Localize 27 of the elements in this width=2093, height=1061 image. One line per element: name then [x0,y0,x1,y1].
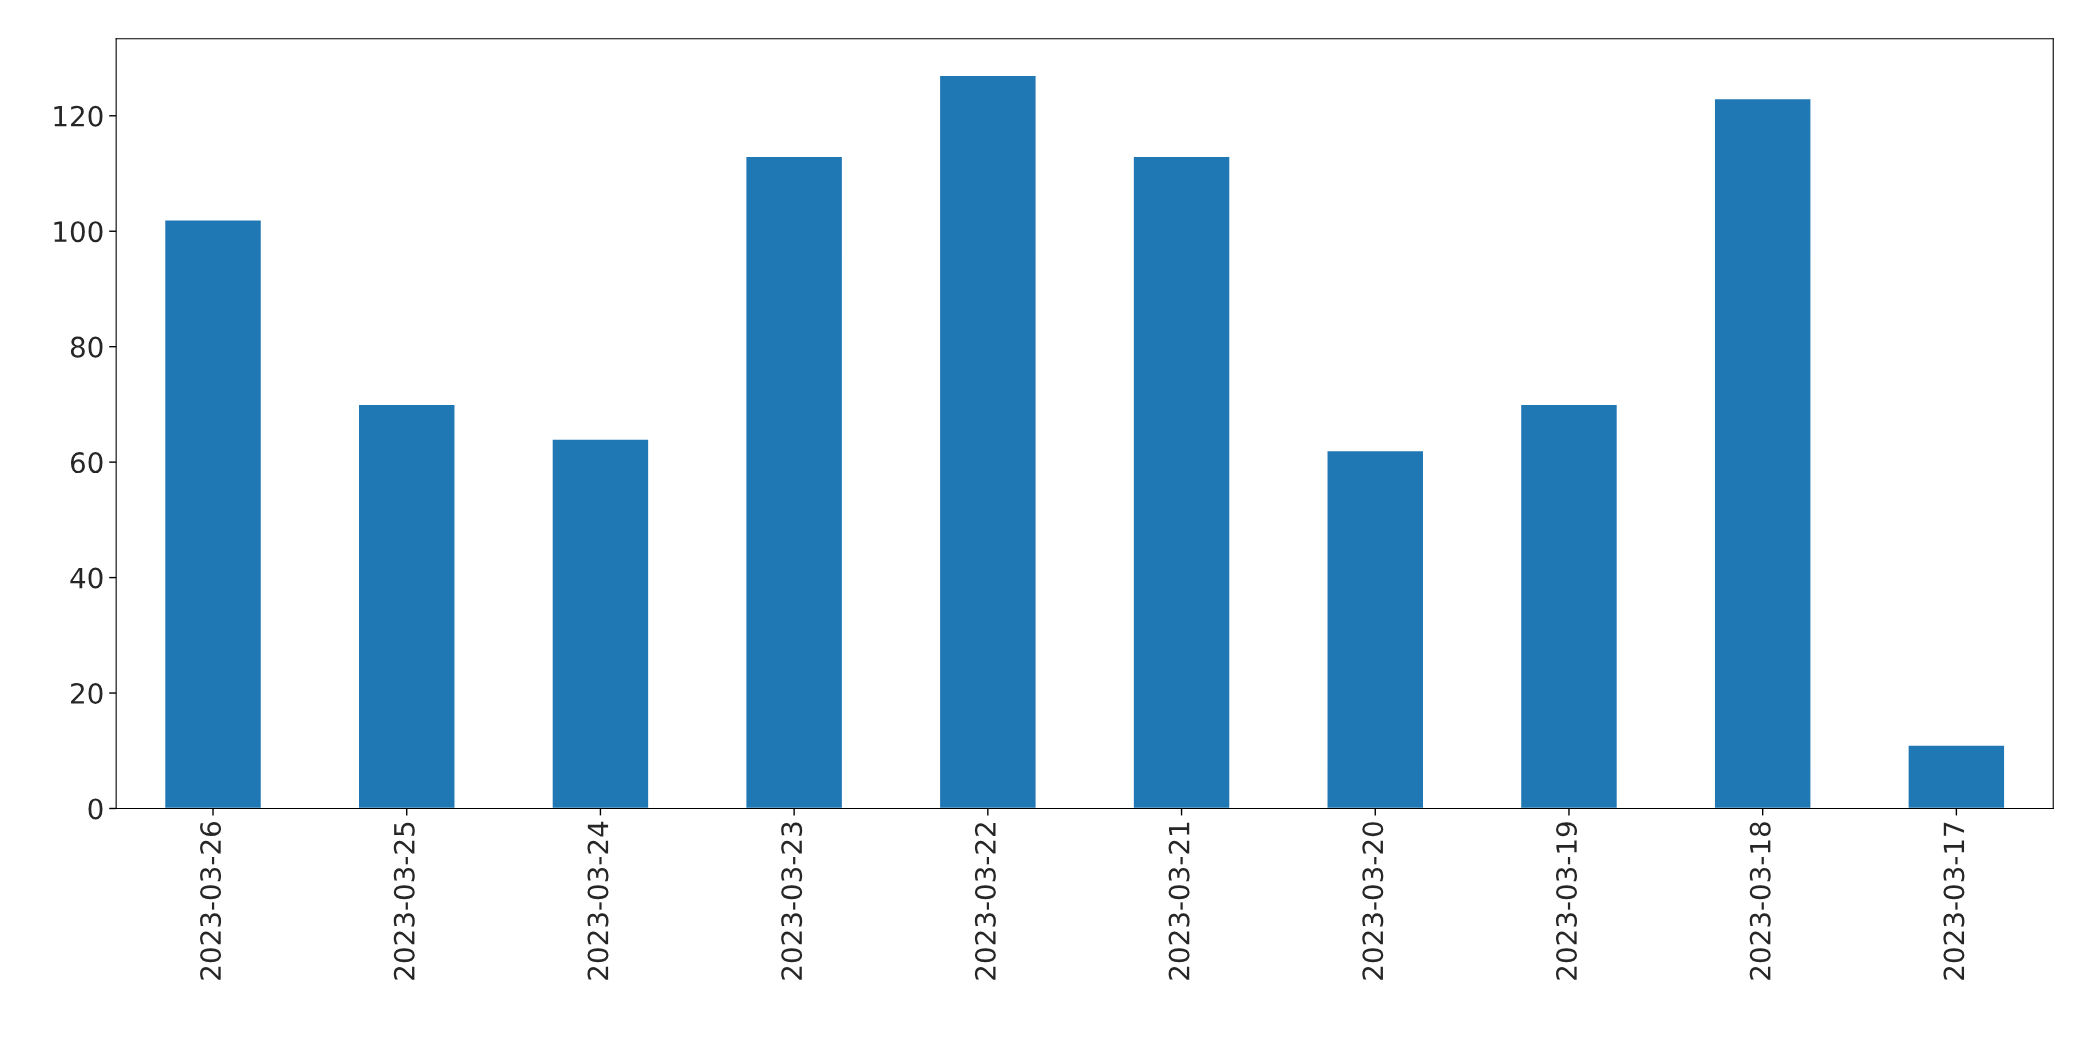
x-tick-label: 2023-03-23 [781,822,803,980]
x-tick-label: 2023-03-18 [1749,822,1771,980]
x-tick-label: 2023-03-21 [1168,822,1190,980]
y-tick-label: 0 [88,798,103,820]
bar [1907,744,2006,809]
bar [1132,155,1231,809]
x-tick-label: 2023-03-25 [393,822,415,980]
bar [938,74,1037,809]
y-tick-label: 80 [70,336,103,358]
bar [1519,403,1619,809]
bar [1326,449,1425,809]
y-tick-label: 120 [54,105,103,127]
x-tick-label: 2023-03-22 [974,823,996,980]
y-tick-label: 20 [71,682,103,704]
bar [745,155,844,809]
x-tick-label: 2023-03-26 [200,822,222,980]
y-tick-label: 40 [70,567,103,589]
bar [357,403,456,809]
x-tick-label: 2023-03-24 [587,821,609,980]
bar [1713,97,1812,809]
x-tick-label: 2023-03-20 [1362,822,1384,980]
x-tick-label: 2023-03-17 [1943,822,1965,980]
x-tick-label: 2023-03-19 [1556,822,1578,980]
bar [163,218,263,809]
y-tick-label: 60 [70,452,103,474]
y-tick-label: 100 [54,221,103,243]
bar [551,438,650,809]
